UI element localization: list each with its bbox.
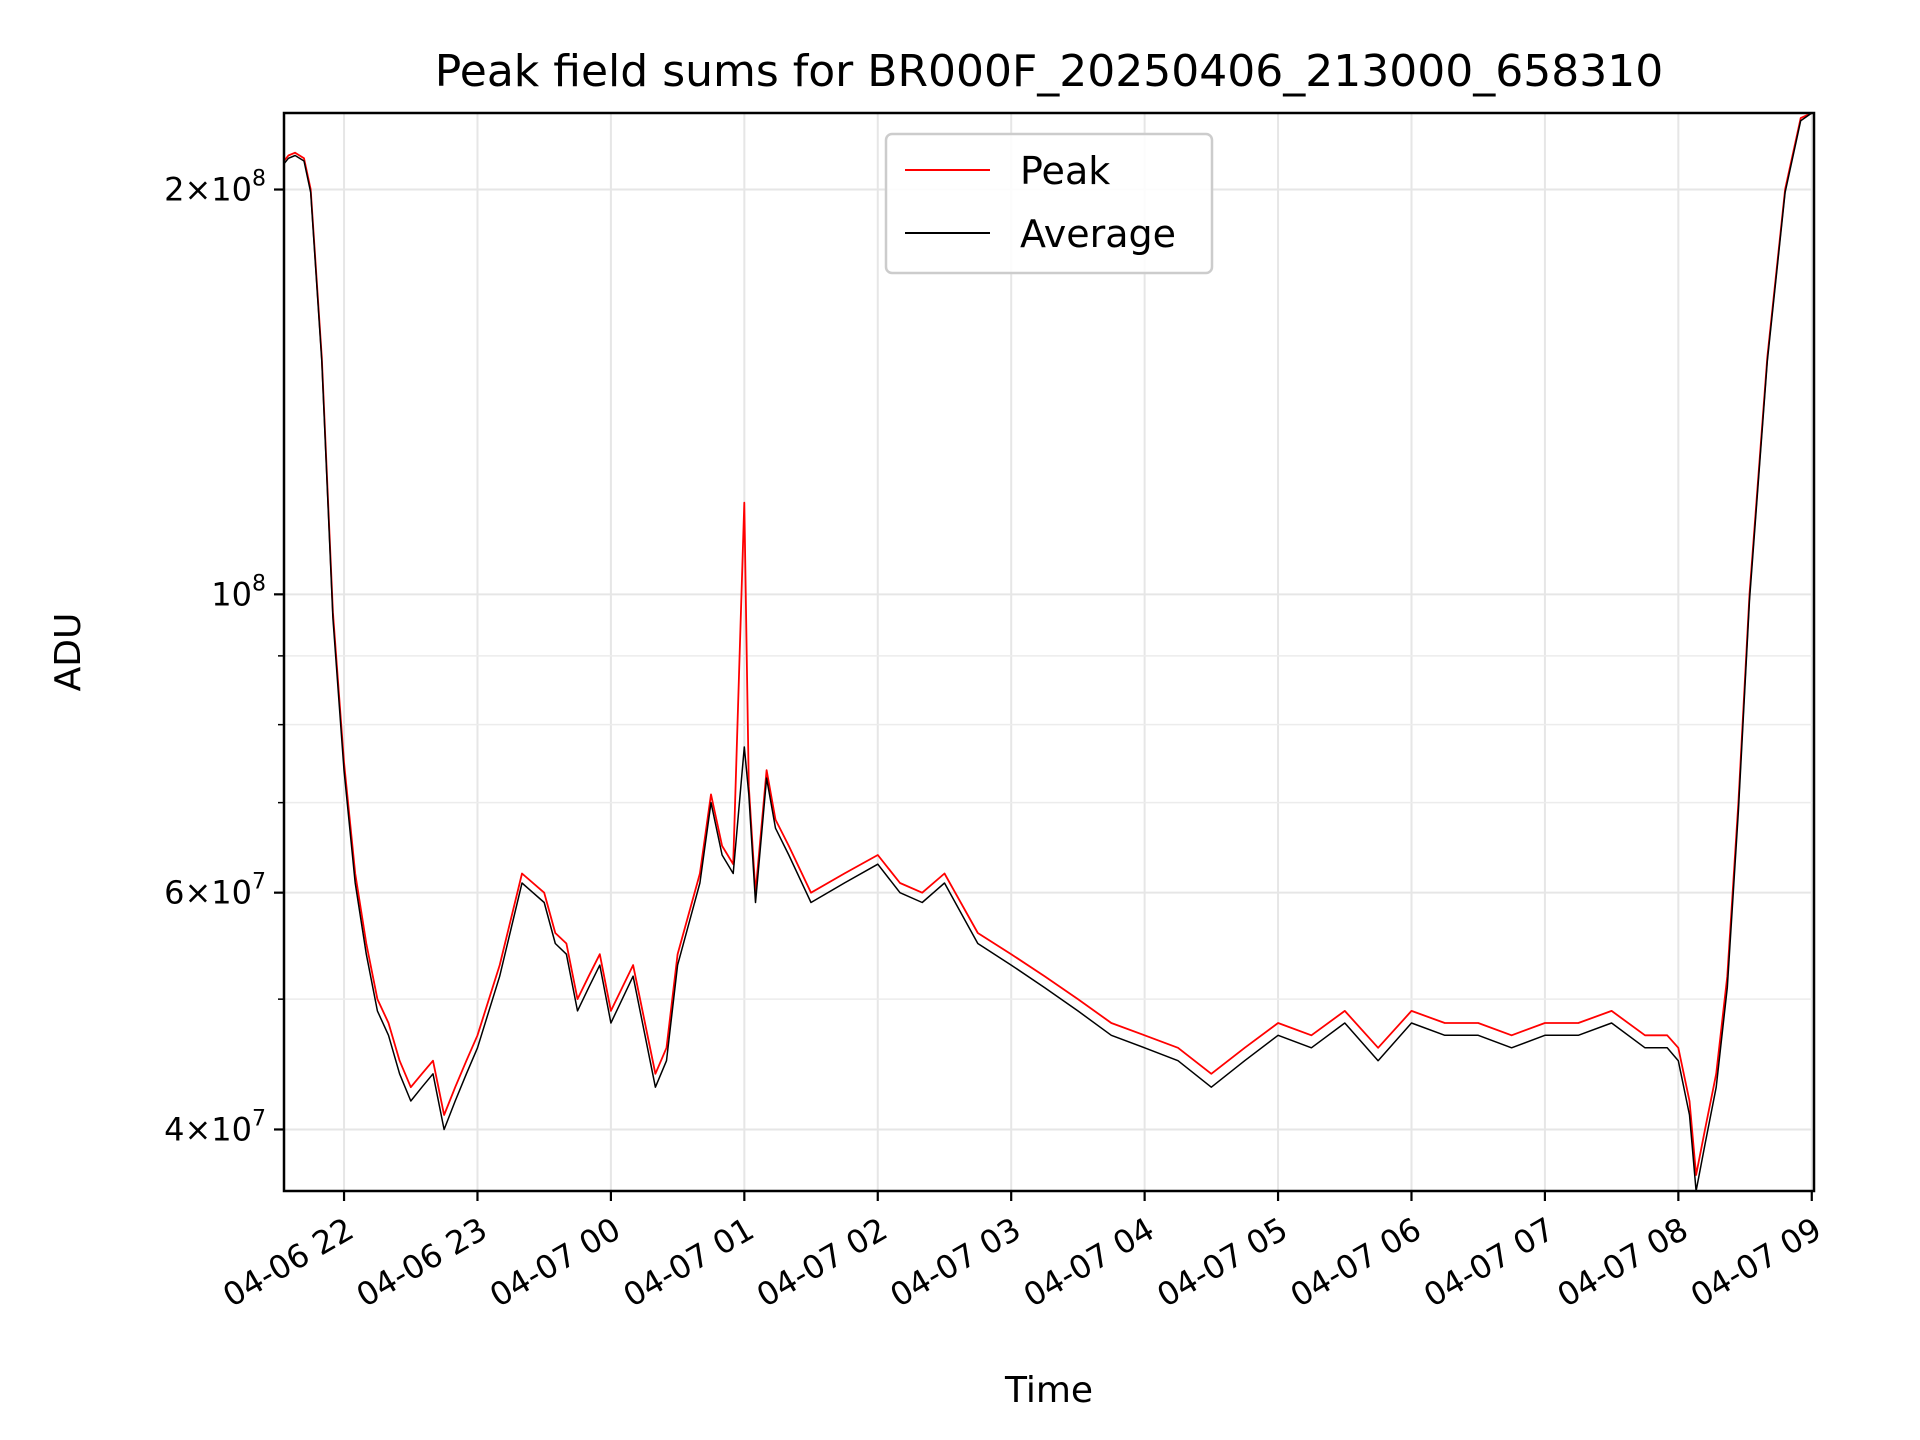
y-tick-label: 6×107	[164, 870, 266, 912]
plot-frame	[282, 111, 1816, 1193]
y-axis-label: ADU	[48, 613, 89, 692]
plot-lines	[283, 112, 1813, 1192]
legend: Peak Average	[884, 132, 1214, 275]
legend-label-peak: Peak	[1020, 149, 1110, 193]
legend-box	[884, 132, 1214, 275]
grid	[284, 113, 1814, 1191]
y-tick-label: 108	[211, 571, 266, 613]
legend-label-average: Average	[1020, 212, 1176, 256]
series-line-peak	[283, 112, 1813, 1176]
x-axis-label: Time	[1004, 1370, 1093, 1411]
y-tick-label: 2×108	[164, 167, 266, 209]
y-tick-label: 4×107	[164, 1106, 266, 1148]
chart-title: Peak field sums for BR000F_20250406_2130…	[435, 46, 1663, 97]
series-line-average	[283, 112, 1813, 1192]
